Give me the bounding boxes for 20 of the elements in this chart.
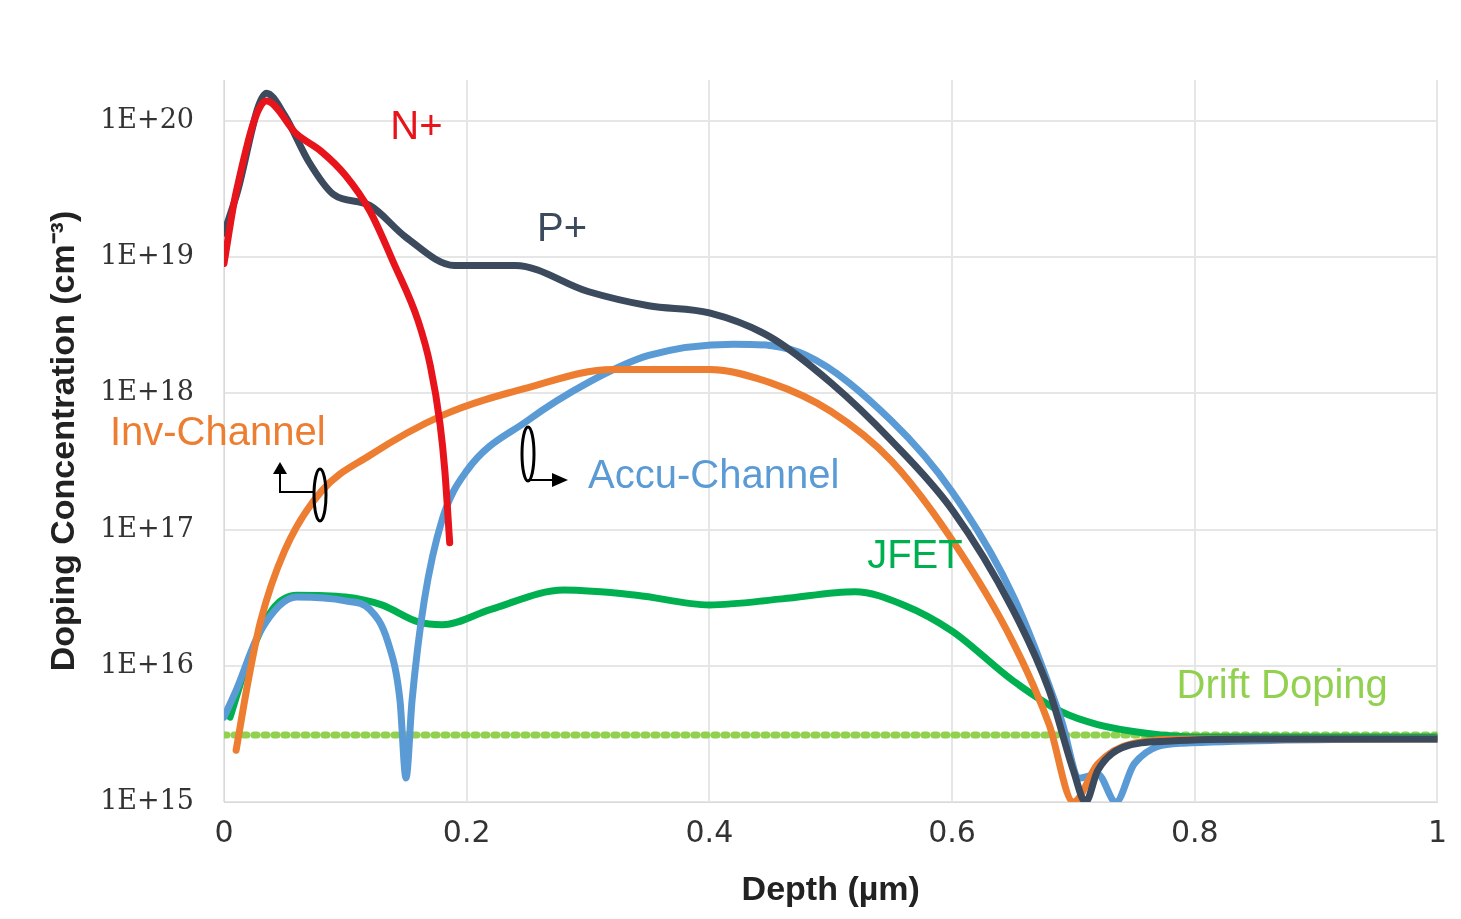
y-axis-title: Doping Concentration (cm⁻³) — [42, 210, 81, 672]
y-tick-label: 1E+15 — [100, 784, 194, 816]
x-tick-label: 0.6 — [928, 813, 976, 849]
series-label: JFET — [867, 531, 963, 576]
series-label: N+ — [390, 102, 443, 147]
series-label: Accu-Channel — [588, 452, 840, 497]
y-tick-label: 1E+16 — [100, 647, 194, 679]
x-tick-label: 1 — [1427, 813, 1447, 849]
series-label: Drift Doping — [1176, 661, 1388, 706]
x-tick-label: 0.4 — [685, 813, 734, 849]
y-tick-label: 1E+18 — [100, 375, 194, 407]
x-axis-title: Depth (µm) — [741, 868, 920, 907]
y-tick-label: 1E+17 — [100, 511, 194, 543]
x-tick-label: 0.8 — [1170, 813, 1219, 849]
x-tick-label: 0 — [214, 813, 234, 849]
y-tick-label: 1E+19 — [100, 239, 194, 271]
series-label: Inv-Channel — [109, 408, 326, 453]
y-tick-label: 1E+20 — [100, 103, 194, 135]
x-tick-label: 0.2 — [442, 813, 491, 849]
series-label: P+ — [537, 205, 588, 250]
